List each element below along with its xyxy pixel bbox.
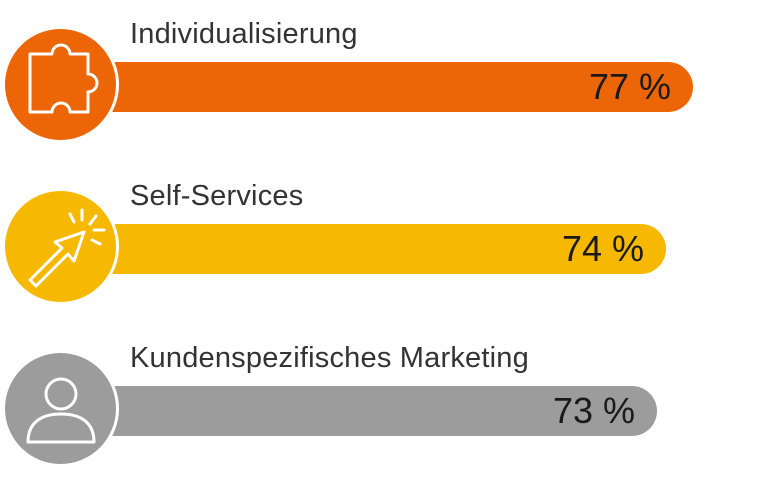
- category-label: Kundenspezifisches Marketing: [130, 342, 529, 374]
- bar: 73 %: [70, 386, 657, 436]
- value-label: 77 %: [588, 66, 671, 107]
- bar-row-individualisierung: Individualisierung 77 %: [0, 8, 782, 158]
- bar: 74 %: [70, 224, 666, 274]
- bar-row-kundenspezifisches-marketing: Kundenspezifisches Marketing 73 %: [0, 332, 782, 482]
- value-label: 73 %: [552, 390, 635, 431]
- person-icon: [2, 350, 119, 467]
- bar-row-self-services: Self-Services 74 %: [0, 170, 782, 320]
- category-label: Self-Services: [130, 180, 304, 212]
- bar: 77 %: [70, 62, 693, 112]
- value-label: 74 %: [561, 228, 644, 269]
- cursor-arrow-click-icon: [2, 188, 119, 305]
- puzzle-piece-icon: [2, 26, 119, 143]
- category-label: Individualisierung: [130, 18, 358, 50]
